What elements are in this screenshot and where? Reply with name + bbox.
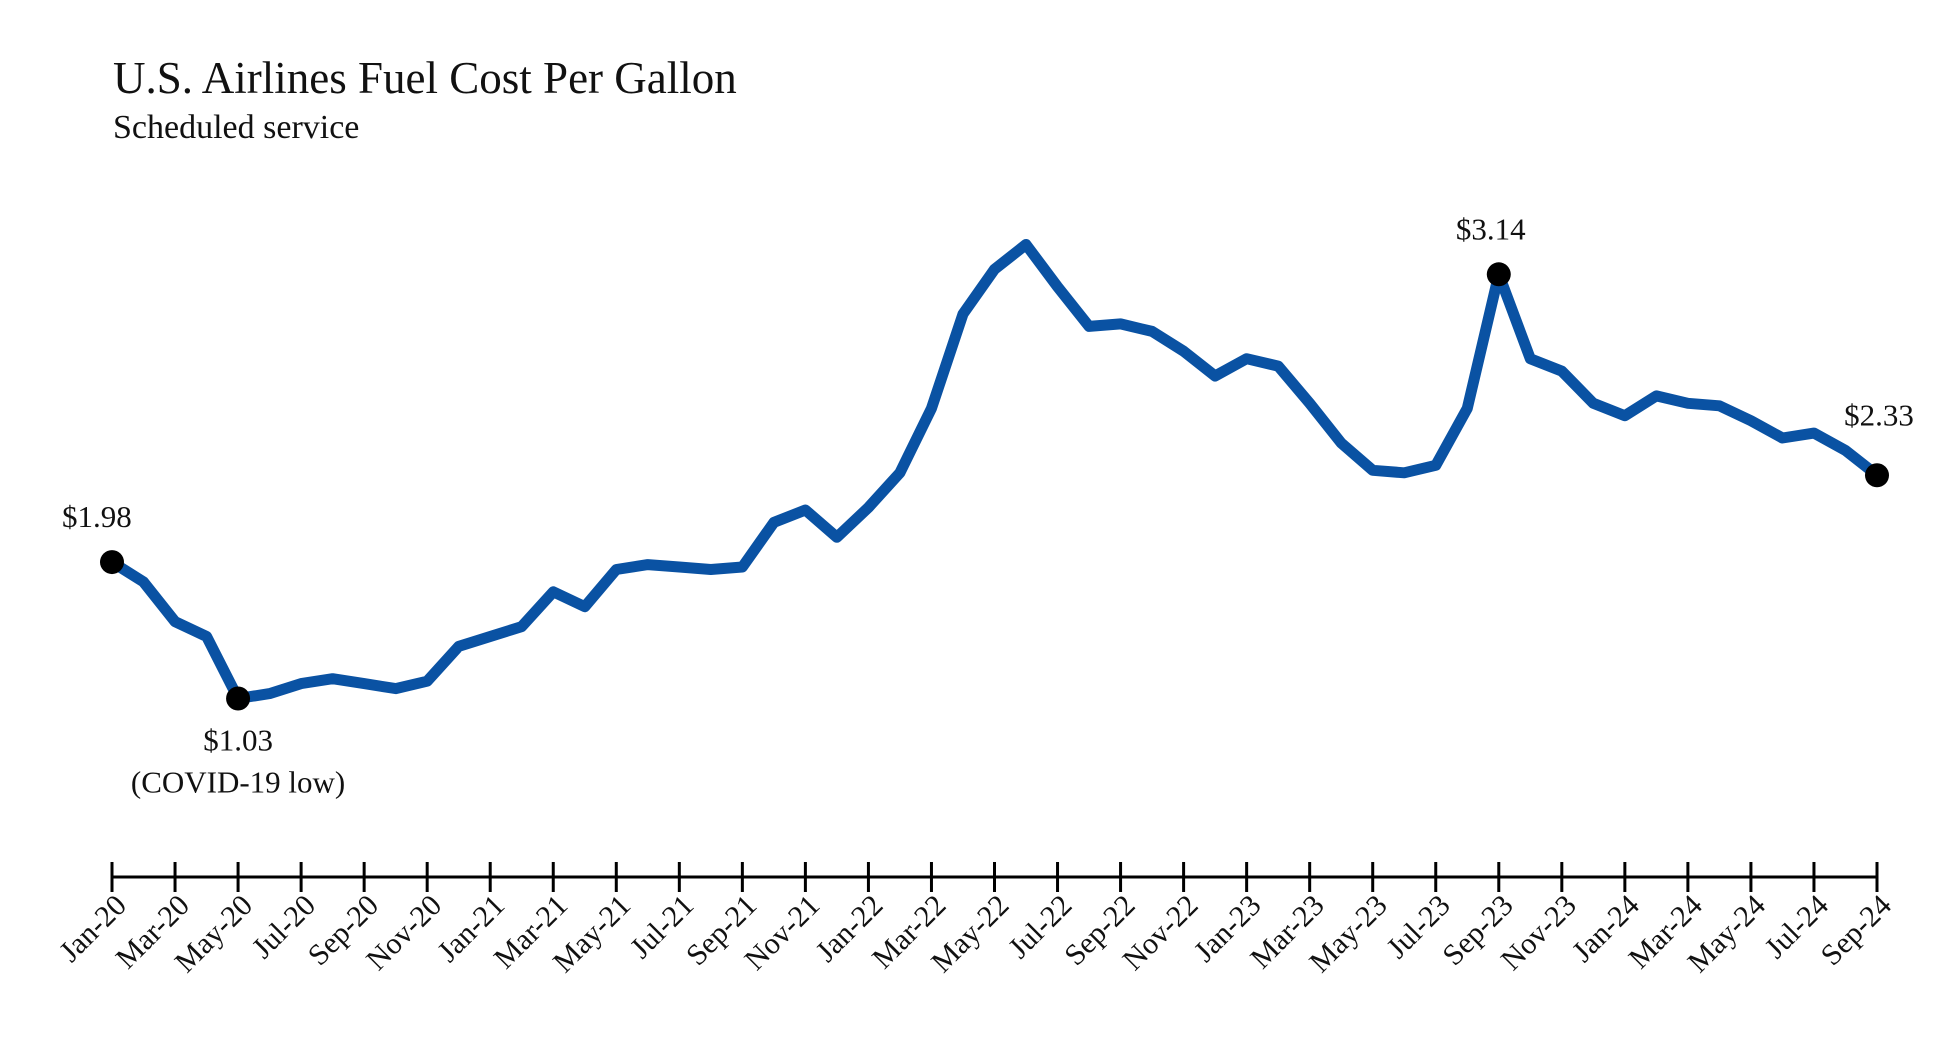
chart-subtitle: Scheduled service [113,109,359,146]
series-line-fuel-cost [106,239,1883,704]
x-tick-label: Sep-24 [1815,889,1898,972]
data-label: $1.03 [203,723,273,758]
highlight-marker [1865,463,1889,488]
data-label: $3.14 [1456,211,1526,246]
chart-title: U.S. Airlines Fuel Cost Per Gallon [113,53,737,103]
x-axis-tick-labels: Jan-20Mar-20May-20Jul-20Sep-20Nov-20Jan-… [53,889,1898,979]
x-axis-ticks [110,862,1879,892]
data-label: $1.98 [62,499,132,534]
data-label-note: (COVID-19 low) [131,765,345,800]
highlight-marker [100,550,124,575]
highlight-labels: $1.98 $1.03 (COVID-19 low) $3.14 $2.33 [62,211,1914,799]
highlight-marker [1486,262,1511,287]
data-label: $2.33 [1844,397,1914,432]
highlight-marker [226,686,251,711]
highlight-markers [100,262,1889,711]
